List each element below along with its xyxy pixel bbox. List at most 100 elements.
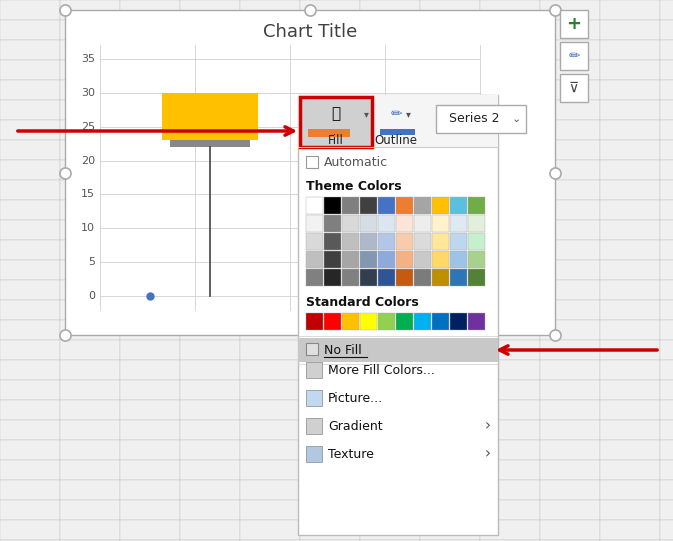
Bar: [180, 20, 240, 40]
Bar: [450, 251, 467, 268]
Bar: [432, 197, 449, 214]
Bar: [420, 460, 480, 480]
Text: Fill: Fill: [328, 134, 344, 147]
Bar: [378, 197, 395, 214]
Bar: [480, 100, 540, 120]
Bar: [300, 400, 360, 420]
Bar: [60, 400, 120, 420]
Bar: [240, 140, 300, 160]
Bar: [120, 420, 180, 440]
Bar: [120, 300, 180, 320]
Bar: [432, 313, 449, 330]
Bar: [360, 460, 420, 480]
Bar: [300, 97, 372, 147]
Bar: [308, 129, 350, 137]
Bar: [180, 380, 240, 400]
Text: 🖐: 🖐: [331, 107, 341, 122]
Bar: [120, 140, 180, 160]
Bar: [360, 140, 420, 160]
Bar: [360, 313, 377, 330]
Bar: [240, 120, 300, 140]
Bar: [450, 233, 467, 250]
Bar: [120, 520, 180, 540]
Bar: [180, 480, 240, 500]
Bar: [306, 197, 323, 214]
Bar: [180, 340, 240, 360]
Bar: [306, 343, 318, 355]
Bar: [240, 200, 300, 220]
Bar: [240, 20, 300, 40]
Bar: [420, 500, 480, 520]
Bar: [540, 340, 600, 360]
Bar: [660, 280, 673, 300]
Bar: [120, 340, 180, 360]
Bar: [540, 140, 600, 160]
Bar: [180, 120, 240, 140]
Bar: [60, 460, 120, 480]
Bar: [240, 180, 300, 200]
Bar: [306, 156, 318, 168]
Bar: [342, 197, 359, 214]
Bar: [600, 480, 660, 500]
Bar: [60, 260, 120, 280]
Bar: [240, 340, 300, 360]
Bar: [540, 200, 600, 220]
Text: Automatic: Automatic: [324, 156, 388, 169]
Bar: [480, 540, 540, 541]
Bar: [298, 95, 498, 147]
Bar: [240, 260, 300, 280]
Bar: [660, 200, 673, 220]
Bar: [540, 400, 600, 420]
Bar: [180, 360, 240, 380]
Bar: [60, 80, 120, 100]
Bar: [480, 400, 540, 420]
Bar: [0, 220, 60, 240]
Bar: [180, 100, 240, 120]
Bar: [540, 280, 600, 300]
Bar: [0, 420, 60, 440]
Bar: [480, 480, 540, 500]
Bar: [0, 500, 60, 520]
Bar: [600, 0, 660, 20]
Bar: [480, 300, 540, 320]
Bar: [300, 200, 360, 220]
Bar: [660, 40, 673, 60]
Bar: [300, 500, 360, 520]
Bar: [540, 520, 600, 540]
Bar: [120, 280, 180, 300]
Bar: [420, 40, 480, 60]
Bar: [432, 233, 449, 250]
Text: ✏: ✏: [568, 49, 580, 63]
Bar: [360, 420, 420, 440]
Bar: [360, 380, 420, 400]
Bar: [240, 0, 300, 20]
Text: 15: 15: [81, 189, 95, 200]
Bar: [360, 197, 377, 214]
Bar: [0, 160, 60, 180]
Bar: [414, 251, 431, 268]
Bar: [180, 200, 240, 220]
Bar: [0, 80, 60, 100]
Bar: [540, 480, 600, 500]
Bar: [360, 440, 420, 460]
Bar: [300, 240, 360, 260]
Bar: [396, 233, 413, 250]
Bar: [120, 480, 180, 500]
Bar: [480, 280, 540, 300]
Bar: [378, 269, 395, 286]
Bar: [180, 240, 240, 260]
Text: Standard Colors: Standard Colors: [306, 296, 419, 309]
Bar: [360, 0, 420, 20]
Bar: [180, 140, 240, 160]
Bar: [660, 380, 673, 400]
Bar: [65, 10, 555, 335]
Bar: [120, 20, 180, 40]
Text: No Fill: No Fill: [324, 344, 362, 357]
Bar: [180, 500, 240, 520]
Bar: [600, 340, 660, 360]
Bar: [360, 520, 420, 540]
Bar: [300, 40, 360, 60]
Bar: [420, 380, 480, 400]
Text: 25: 25: [81, 122, 95, 131]
Bar: [480, 460, 540, 480]
